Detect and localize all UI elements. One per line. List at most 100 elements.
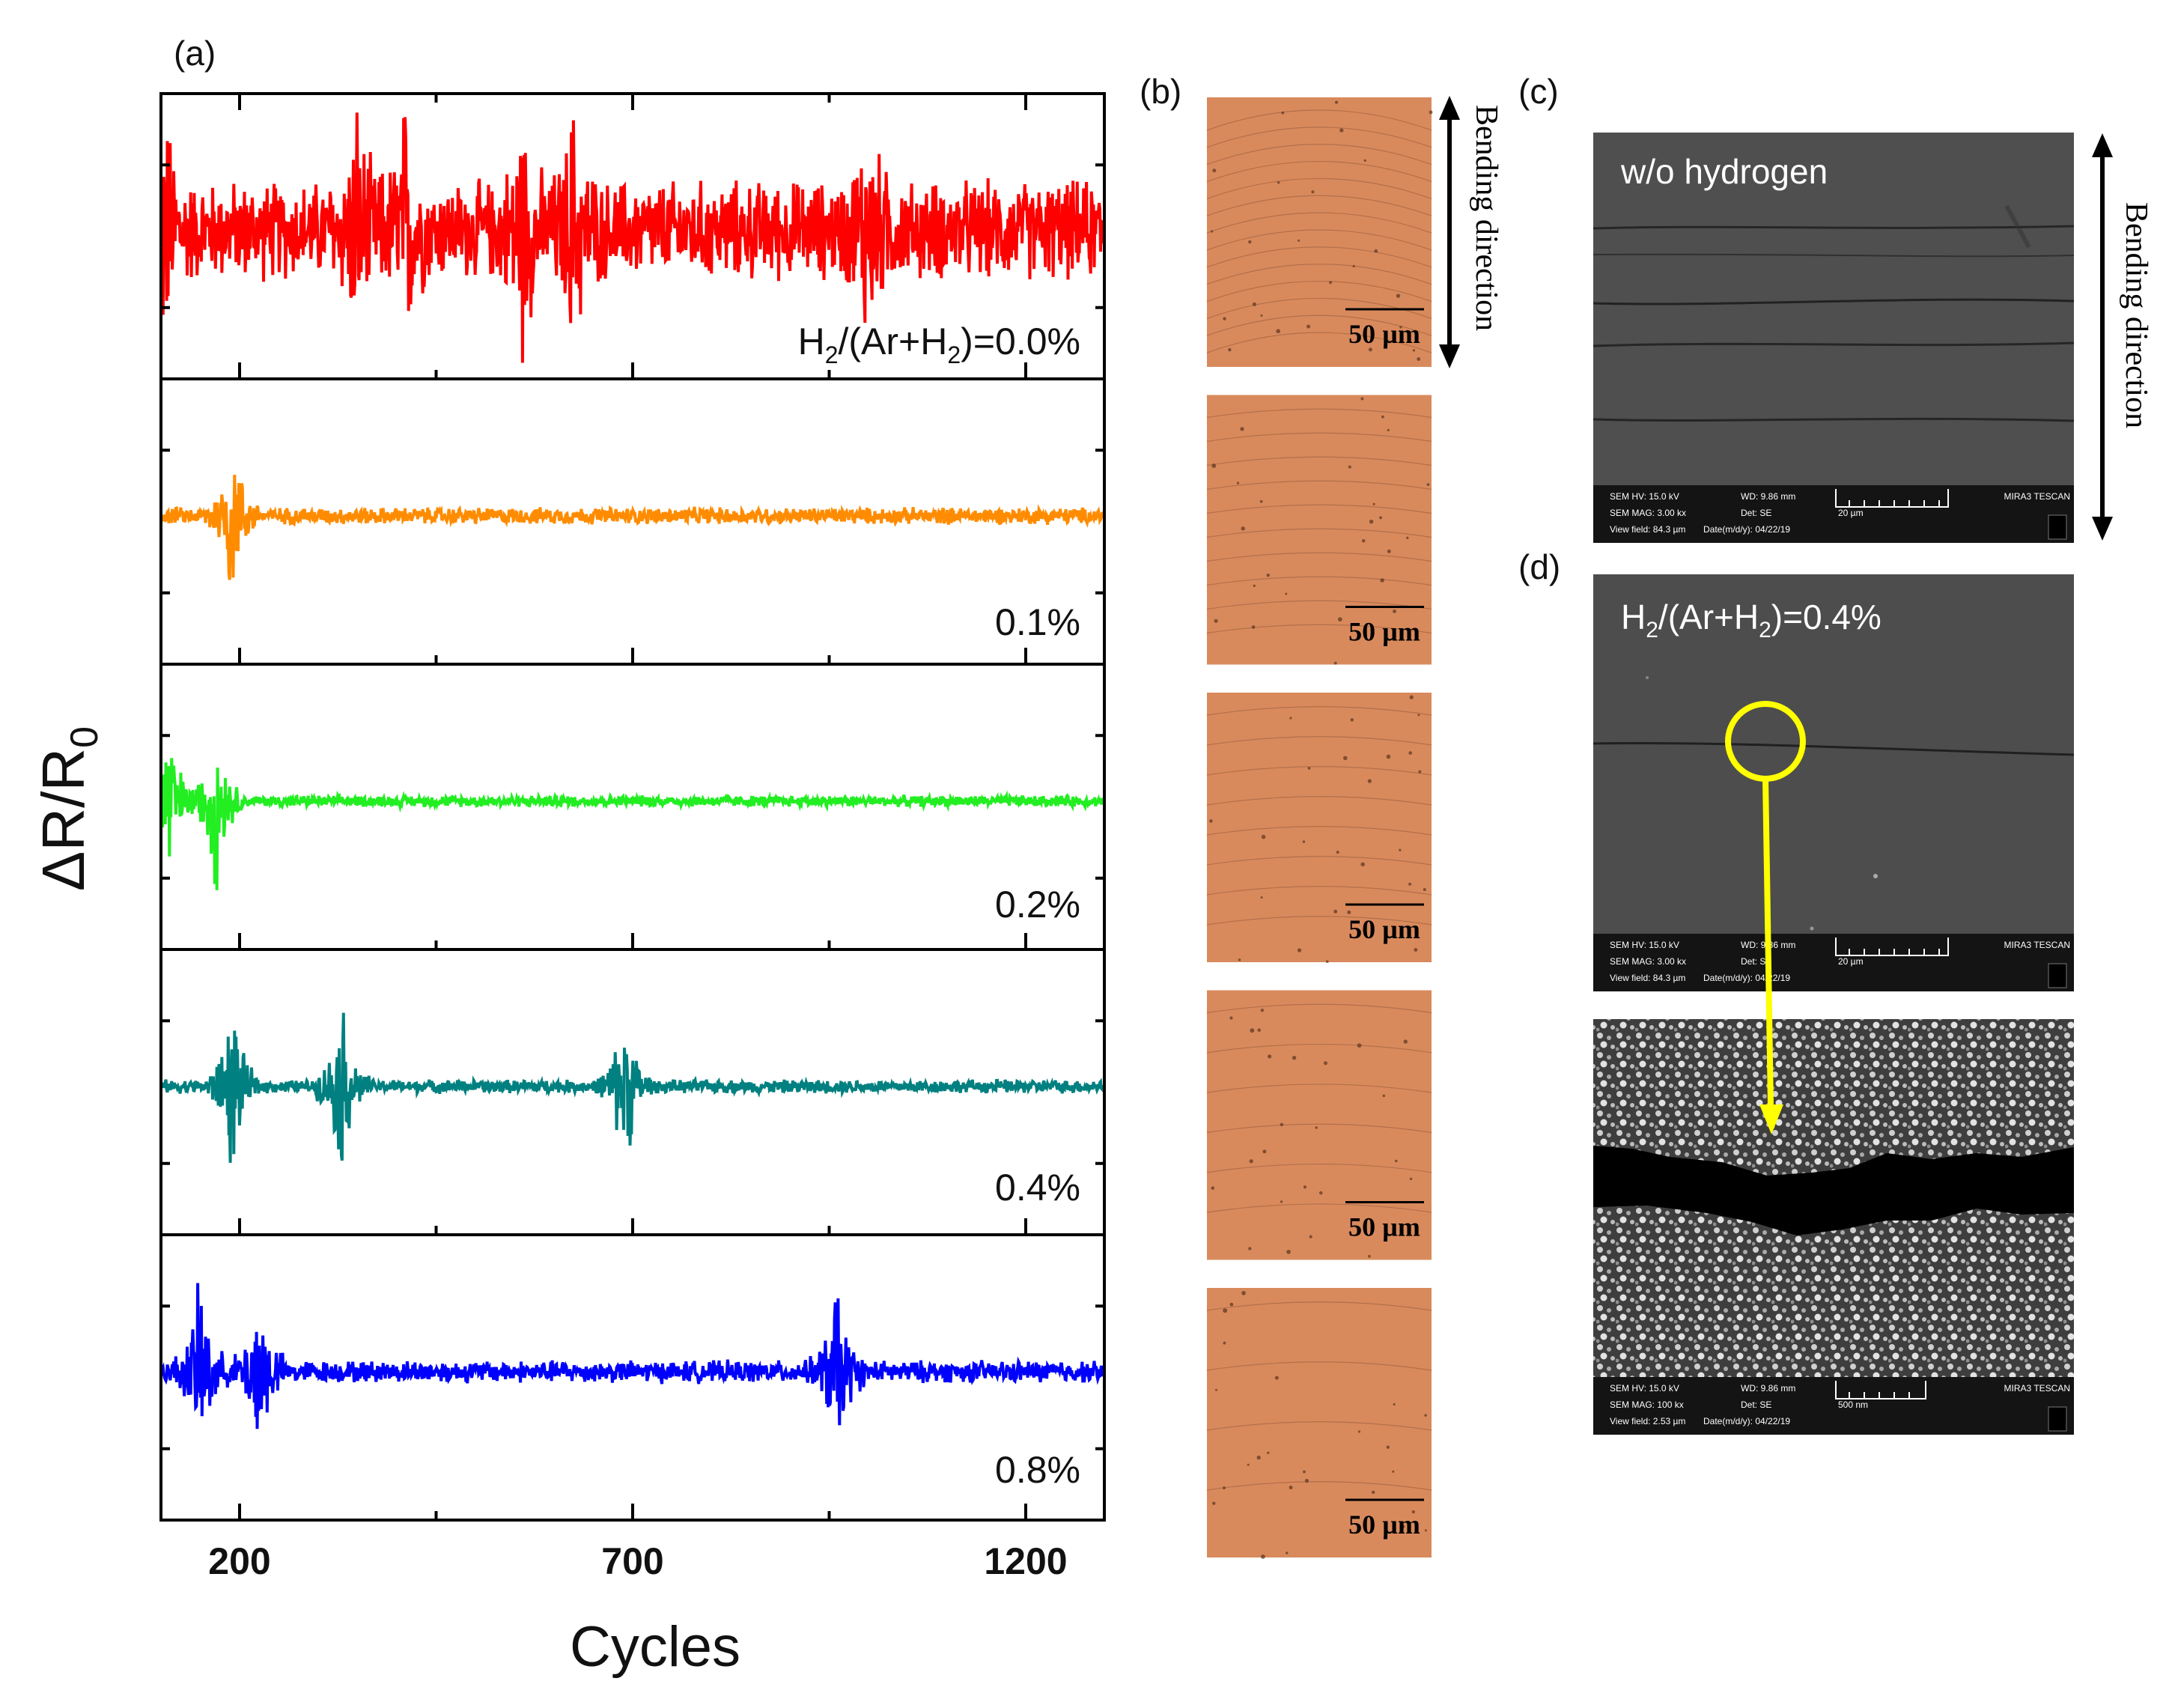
- micrograph-dot-3-11: [1260, 1009, 1265, 1012]
- micrograph-dot-0-5: [1212, 168, 1217, 173]
- micrograph-dot-2-19: [1414, 948, 1418, 952]
- micrograph-dot-1-17: [1348, 465, 1351, 469]
- micrograph-dot-2-1: [1409, 695, 1414, 699]
- sem-d-field: View field: 84.3 µm: [1610, 973, 1685, 983]
- micrograph-dot-4-3: [1223, 1486, 1226, 1490]
- micrograph-dot-0-2: [1396, 294, 1401, 298]
- micrograph-crack-3-1: [1206, 1043, 1432, 1054]
- micrograph-crack-1-0: [1206, 408, 1432, 419]
- micrograph-dot-0-0: [1374, 249, 1378, 253]
- labels-layer: H2/(Ar+H2)=0.0% 0.1% 0.2% 0.4% 0.8%: [798, 320, 1080, 1491]
- micrograph-crack-1-9: [1206, 624, 1432, 634]
- x-tick-label-1: 700: [601, 1540, 663, 1582]
- sem-d-scale: 20 µm: [1838, 956, 1864, 967]
- micrograph-dot-4-12: [1223, 1341, 1226, 1345]
- micrograph-crack-4-1: [1206, 1361, 1432, 1371]
- series-label-0: H2/(Ar+H2)=0.0%: [798, 320, 1080, 368]
- micrograph-crack-1-4: [1206, 504, 1432, 514]
- sem-d-title: H2/(Ar+H2)=0.4%: [1621, 598, 1882, 642]
- sem-c-field: View field: 84.3 µm: [1610, 524, 1685, 535]
- micrograph-crack-0-10: [1206, 280, 1432, 303]
- micrograph-dot-3-18: [1395, 1159, 1398, 1163]
- micrograph-dot-0-6: [1298, 239, 1301, 242]
- sem-zoom-mag: SEM MAG: 100 kx: [1610, 1399, 1684, 1410]
- stacked-line-chart: 200 700 1200 H2/(Ar+H2)=0.0% 0.1% 0.2% 0.4…: [30, 92, 1106, 1679]
- micrograph-dot-4-9: [1267, 1451, 1270, 1454]
- micrograph-dot-3-0: [1309, 1235, 1312, 1239]
- micrograph-dot-4-23: [1261, 1554, 1265, 1559]
- micrograph-dot-0-19: [1252, 302, 1256, 306]
- micrograph-dot-4-4: [1424, 1529, 1427, 1532]
- scale-bar-label-0: 50 µm: [1348, 319, 1420, 349]
- micrograph-dot-4-16: [1303, 1470, 1306, 1474]
- sem-zoom-field: View field: 2.53 µm: [1610, 1416, 1685, 1426]
- micrograph-crack-0-12: [1206, 314, 1432, 336]
- sem-c-det: Det: SE: [1741, 508, 1771, 518]
- micrograph-crack-0-3: [1206, 160, 1432, 183]
- micrograph-dot-2-17: [1307, 767, 1311, 770]
- sem-c-scale: 20 µm: [1838, 508, 1864, 518]
- series-line-2: [161, 758, 1104, 890]
- series-label-3: 0.4%: [995, 1167, 1080, 1209]
- micrograph-crack-0-6: [1206, 212, 1432, 234]
- micrograph-dot-2-11: [1399, 848, 1402, 852]
- sem-d-det: Det: SE: [1741, 956, 1771, 967]
- micrograph-dot-2-6: [1408, 882, 1412, 886]
- micrograph-dot-2-13: [1261, 834, 1266, 839]
- micrograph-dot-2-20: [1418, 770, 1422, 774]
- micrograph-dot-0-7: [1311, 190, 1315, 194]
- micrograph-dot-4-13: [1400, 1525, 1405, 1529]
- micrograph-dot-2-24: [1423, 887, 1426, 892]
- micrograph-dot-0-11: [1339, 128, 1344, 133]
- micrograph-dot-4-8: [1215, 1388, 1218, 1391]
- micrograph-crack-2-0: [1206, 706, 1432, 716]
- micrograph-dot-3-13: [1303, 1185, 1307, 1189]
- micrograph-dot-2-22: [1417, 714, 1420, 717]
- micrograph-crack-1-7: [1206, 576, 1432, 586]
- bending-direction-arrow-c: [2092, 133, 2113, 541]
- micrograph-dot-2-2: [1325, 960, 1329, 964]
- micrograph-dot-0-3: [1399, 326, 1402, 329]
- micrograph-dot-1-22: [1240, 427, 1244, 431]
- micrograph-crack-4-0: [1206, 1301, 1432, 1311]
- micrograph-dot-3-16: [1249, 1159, 1253, 1164]
- micrograph-crack-0-4: [1206, 177, 1432, 199]
- micrograph-dot-0-10: [1223, 317, 1226, 320]
- micrograph-dot-2-0: [1347, 910, 1351, 914]
- micrograph-crack-3-4: [1206, 1163, 1432, 1173]
- micrograph-1: 50 µm: [1206, 395, 1432, 665]
- micrograph-dot-3-1: [1280, 1122, 1284, 1127]
- micrograph-dot-1-8: [1333, 661, 1337, 665]
- micrograph-dot-1-1: [1361, 538, 1366, 543]
- micrograph-dot-4-22: [1392, 1470, 1395, 1473]
- micrograph-crack-1-6: [1206, 552, 1432, 562]
- micrograph-dot-1-2: [1387, 549, 1391, 553]
- panel-label-a: (a): [174, 34, 216, 73]
- sem-zoom-wd: WD: 9.86 mm: [1741, 1383, 1795, 1394]
- micrograph-dot-4-19: [1286, 1552, 1289, 1554]
- micrograph-dot-3-4: [1318, 1191, 1323, 1195]
- micrograph-crack-3-0: [1206, 1003, 1432, 1014]
- micrograph-dot-4-20: [1411, 1510, 1415, 1514]
- micrograph-crack-0-1: [1206, 127, 1432, 148]
- micrograph-bg-4: [1207, 1288, 1432, 1557]
- micrograph-dot-2-14: [1238, 958, 1241, 961]
- micrograph-dot-0-4: [1334, 100, 1339, 104]
- sem-c-mag: SEM MAG: 3.00 kx: [1610, 508, 1686, 518]
- sem-zoom-hv: SEM HV: 15.0 kV: [1610, 1383, 1679, 1394]
- micrograph-dot-0-12: [1352, 264, 1355, 268]
- scale-bar-label-3: 50 µm: [1348, 1212, 1420, 1242]
- micrograph-dot-1-5: [1387, 428, 1390, 432]
- series-label-1: 0.1%: [995, 601, 1080, 643]
- micrograph-dot-3-6: [1357, 1043, 1362, 1048]
- micrograph-dot-4-7: [1371, 1490, 1375, 1495]
- micrograph-dot-3-19: [1292, 1056, 1297, 1060]
- micrograph-crack-3-2: [1206, 1084, 1432, 1093]
- micrograph-dot-4-17: [1386, 1445, 1390, 1449]
- micrograph-dot-4-6: [1274, 1376, 1279, 1380]
- micrograph-crack-2-5: [1206, 856, 1432, 866]
- micrograph-bg-3: [1207, 990, 1432, 1260]
- micrograph-dot-2-23: [1342, 756, 1348, 761]
- sem-zoom-date: Date(m/d/y): 04/22/19: [1703, 1416, 1790, 1426]
